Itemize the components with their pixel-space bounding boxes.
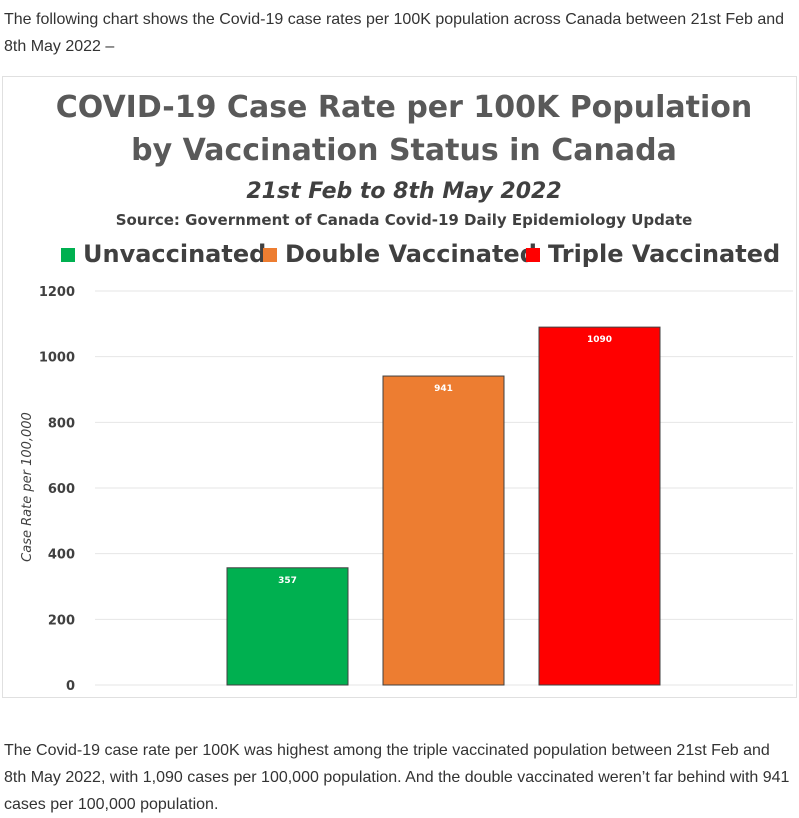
y-tick-label-600: 600 bbox=[48, 482, 75, 497]
chart-container: COVID-19 Case Rate per 100K Population b… bbox=[2, 76, 797, 698]
y-tick-label-400: 400 bbox=[48, 548, 75, 563]
legend-swatch-double-vaccinated bbox=[263, 248, 277, 262]
chart-legend: Unvaccinated Double Vaccinated Triple Vacc… bbox=[61, 240, 780, 268]
bar-chart: COVID-19 Case Rate per 100K Population b… bbox=[20, 90, 793, 694]
bars: 357 941 1090 bbox=[226, 326, 661, 686]
data-label-triple-vaccinated: 1090 bbox=[587, 335, 612, 345]
outro-paragraph: The Covid-19 case rate per 100K was high… bbox=[4, 742, 790, 813]
data-label-double-vaccinated: 941 bbox=[434, 384, 453, 394]
bar-triple-vaccinated bbox=[538, 326, 661, 686]
legend-label-triple-vaccinated: Triple Vaccinated bbox=[548, 240, 780, 268]
chart-title-line1: COVID-19 Case Rate per 100K Population bbox=[56, 90, 753, 125]
y-axis-ticks: 0 200 400 600 800 1000 1200 bbox=[39, 285, 75, 694]
legend-label-unvaccinated: Unvaccinated bbox=[83, 240, 266, 268]
legend-item-unvaccinated: Unvaccinated bbox=[61, 240, 266, 268]
y-tick-label-1000: 1000 bbox=[39, 351, 75, 366]
chart-source: Source: Government of Canada Covid-19 Da… bbox=[116, 211, 693, 229]
y-tick-label-800: 800 bbox=[48, 416, 75, 431]
legend-item-double-vaccinated: Double Vaccinated bbox=[263, 240, 537, 268]
data-label-unvaccinated: 357 bbox=[278, 576, 297, 586]
legend-swatch-unvaccinated bbox=[61, 248, 75, 262]
y-tick-label-0: 0 bbox=[66, 679, 75, 694]
bar-double-vaccinated bbox=[382, 375, 505, 686]
chart-title-line2: by Vaccination Status in Canada bbox=[131, 133, 677, 168]
y-tick-label-200: 200 bbox=[48, 613, 75, 628]
legend-label-double-vaccinated: Double Vaccinated bbox=[285, 240, 537, 268]
chart-subtitle: 21st Feb to 8th May 2022 bbox=[246, 179, 561, 204]
y-axis-label: Case Rate per 100,000 bbox=[20, 412, 35, 562]
legend-swatch-triple-vaccinated bbox=[526, 248, 540, 262]
bar-unvaccinated bbox=[226, 567, 349, 686]
intro-paragraph: The following chart shows the Covid-19 c… bbox=[4, 11, 785, 55]
y-tick-label-1200: 1200 bbox=[39, 285, 75, 300]
legend-item-triple-vaccinated: Triple Vaccinated bbox=[526, 240, 780, 268]
